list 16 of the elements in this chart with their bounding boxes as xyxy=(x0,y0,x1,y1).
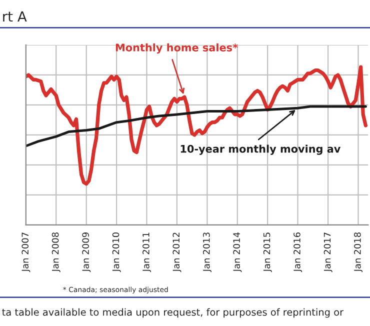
x-tick-label: Jan 2011 xyxy=(142,232,152,272)
x-tick-label: Jan 2017 xyxy=(324,232,332,272)
x-tick-label: Jan 2009 xyxy=(82,232,91,272)
x-tick-label: Jan 2013 xyxy=(202,232,212,272)
text: ta table available to media upon request, for purposes of reprinting or xyxy=(2,308,344,318)
x-tick-label: Jan 2008 xyxy=(52,232,60,272)
chart-title: rt A xyxy=(3,11,27,22)
x-tick-label: Jan 2012 xyxy=(172,232,182,272)
annotation: Monthly home sales* xyxy=(116,43,238,54)
annotation: 10-year monthly moving av xyxy=(180,144,341,155)
x-tick-label: Jan 2014 xyxy=(233,232,242,272)
x-tick-label: Jan 2010 xyxy=(112,232,121,272)
x-tick-label: Jan 2018 xyxy=(354,232,363,272)
x-tick-label: Jan 2007 xyxy=(22,232,30,272)
x-tick-label: Jan 2016 xyxy=(294,232,302,272)
x-tick-label: Jan 2015 xyxy=(263,232,272,272)
